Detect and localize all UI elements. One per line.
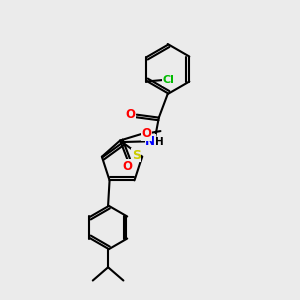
Text: S: S xyxy=(132,149,141,162)
Text: Cl: Cl xyxy=(163,75,175,85)
Text: N: N xyxy=(145,135,155,148)
Text: O: O xyxy=(122,160,133,172)
Text: O: O xyxy=(142,127,152,140)
Text: O: O xyxy=(126,108,136,121)
Text: H: H xyxy=(155,137,164,147)
